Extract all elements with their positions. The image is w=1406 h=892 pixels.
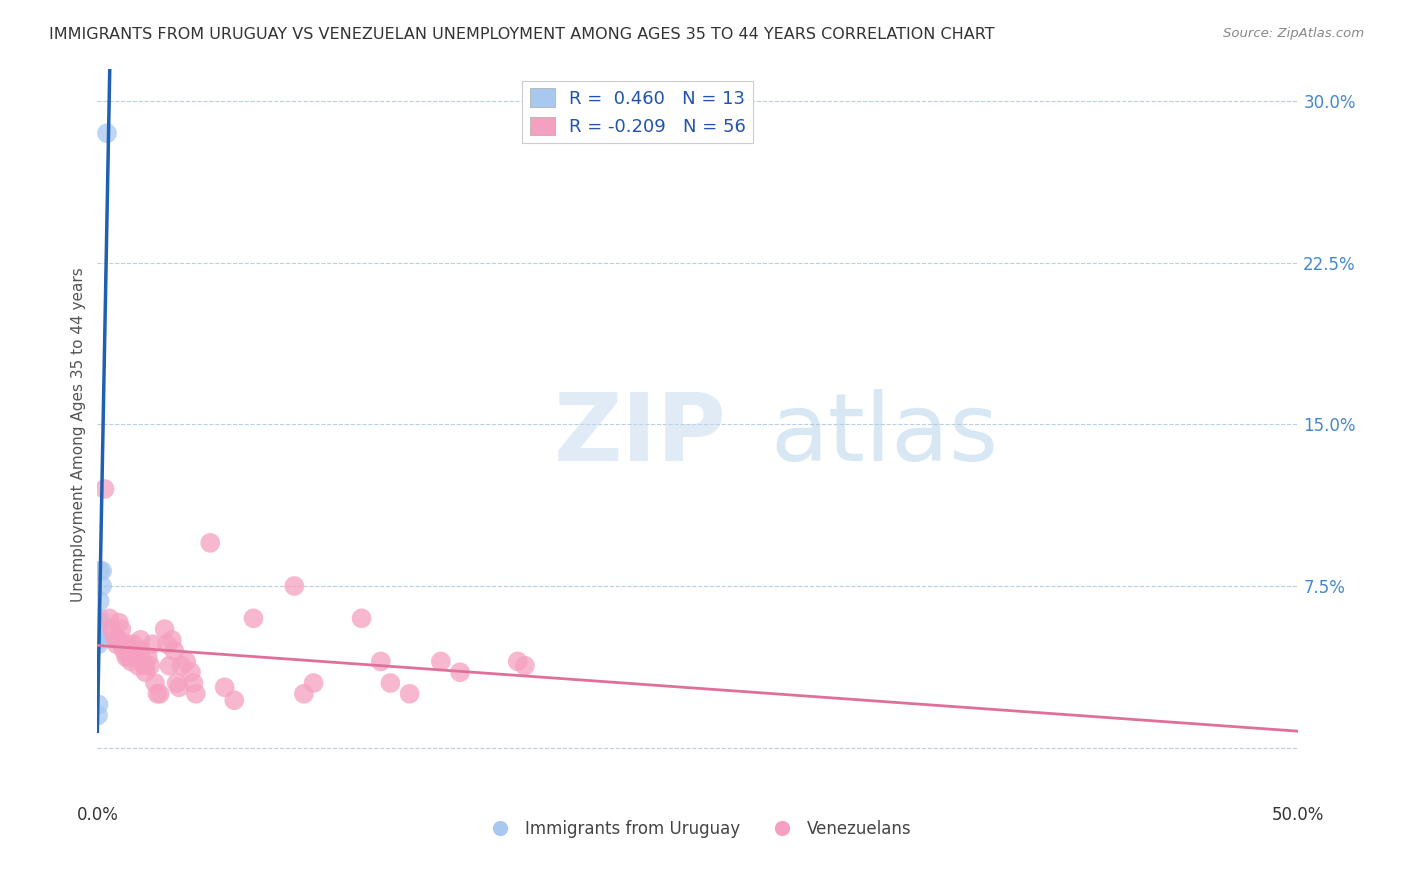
Point — [117, 650, 139, 665]
Point — [166, 676, 188, 690]
Text: IMMIGRANTS FROM URUGUAY VS VENEZUELAN UNEMPLOYMENT AMONG AGES 35 TO 44 YEARS COR: IMMIGRANTS FROM URUGUAY VS VENEZUELAN UN… — [49, 27, 995, 42]
Point — [200, 536, 222, 550]
Point — [89, 611, 111, 625]
Point — [292, 687, 315, 701]
Point — [105, 637, 128, 651]
Point — [122, 637, 145, 651]
Point — [115, 650, 138, 665]
Point — [87, 632, 110, 647]
Point — [89, 594, 111, 608]
Point — [110, 622, 132, 636]
Point — [134, 658, 156, 673]
Point — [91, 564, 114, 578]
Point — [136, 650, 159, 665]
Point — [224, 693, 246, 707]
Point — [170, 658, 193, 673]
Point — [91, 579, 114, 593]
Point — [513, 658, 536, 673]
Legend: Immigrants from Uruguay, Venezuelans: Immigrants from Uruguay, Venezuelans — [477, 814, 918, 845]
Point — [105, 632, 128, 647]
Point — [156, 637, 179, 651]
Point — [163, 643, 186, 657]
Point — [449, 665, 471, 680]
Text: atlas: atlas — [770, 389, 998, 481]
Point — [167, 681, 190, 695]
Point — [87, 708, 110, 723]
Point — [143, 676, 166, 690]
Point — [430, 655, 453, 669]
Point — [112, 643, 135, 657]
Point — [370, 655, 392, 669]
Point — [157, 658, 180, 673]
Point — [184, 687, 207, 701]
Point — [506, 655, 529, 669]
Point — [117, 637, 139, 651]
Point — [380, 676, 402, 690]
Point — [129, 643, 152, 657]
Point — [302, 676, 325, 690]
Point — [87, 622, 110, 636]
Point — [350, 611, 373, 625]
Point — [100, 622, 122, 636]
Point — [87, 615, 110, 630]
Point — [110, 637, 132, 651]
Point — [87, 629, 110, 643]
Point — [96, 126, 118, 140]
Point — [142, 637, 165, 651]
Text: ZIP: ZIP — [554, 389, 727, 481]
Point — [242, 611, 264, 625]
Point — [93, 482, 115, 496]
Y-axis label: Unemployment Among Ages 35 to 44 years: Unemployment Among Ages 35 to 44 years — [72, 268, 86, 602]
Point — [180, 665, 202, 680]
Point — [183, 676, 205, 690]
Point — [153, 622, 176, 636]
Point — [214, 681, 236, 695]
Point — [120, 655, 142, 669]
Point — [160, 632, 183, 647]
Point — [108, 632, 131, 647]
Point — [139, 658, 162, 673]
Point — [283, 579, 305, 593]
Point — [108, 615, 131, 630]
Point — [87, 698, 110, 712]
Point — [89, 564, 111, 578]
Point — [146, 687, 169, 701]
Point — [87, 637, 110, 651]
Point — [125, 650, 148, 665]
Point — [132, 655, 155, 669]
Point — [398, 687, 420, 701]
Point — [129, 632, 152, 647]
Point — [149, 687, 172, 701]
Point — [174, 655, 197, 669]
Point — [98, 611, 121, 625]
Point — [134, 665, 156, 680]
Text: Source: ZipAtlas.com: Source: ZipAtlas.com — [1223, 27, 1364, 40]
Point — [127, 658, 149, 673]
Point — [103, 629, 125, 643]
